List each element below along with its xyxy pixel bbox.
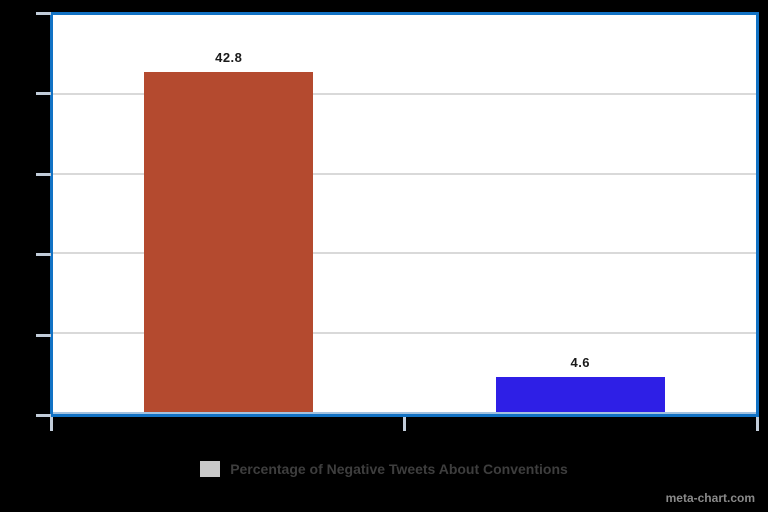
gridline [53,92,756,95]
x-axis-tick [403,417,406,431]
bar [495,377,665,414]
x-axis-tick [50,417,53,431]
y-axis-tick [36,92,51,96]
legend: Percentage of Negative Tweets About Conv… [0,461,768,477]
bar [144,72,314,414]
y-axis-tick [36,253,51,257]
y-axis-tick [36,333,51,337]
y-axis-tick [36,414,51,417]
gridline [53,332,756,335]
watermark-link[interactable]: meta-chart.com [665,491,755,505]
bar-value-label: 42.8 [215,50,243,66]
legend-swatch [200,461,221,477]
bar-value-label: 4.6 [570,355,591,371]
plot-area: 42.8 4.6 [50,12,759,417]
plot-grid: 42.8 4.6 [53,15,756,414]
x-axis-tick [756,417,759,431]
legend-label: Percentage of Negative Tweets About Conv… [230,461,568,477]
x-axis-line [53,412,756,414]
y-axis-tick [36,12,51,15]
y-axis-tick [36,172,51,176]
gridline [53,172,756,175]
gridline [53,252,756,255]
